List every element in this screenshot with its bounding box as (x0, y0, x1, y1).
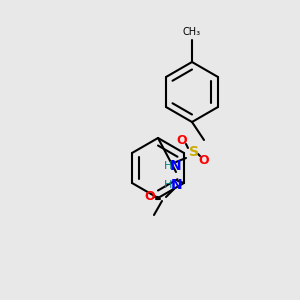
Text: N: N (170, 159, 182, 173)
Text: O: O (145, 190, 155, 203)
Text: O: O (199, 154, 209, 166)
Text: CH₃: CH₃ (183, 27, 201, 37)
Text: S: S (189, 145, 199, 159)
Text: H: H (164, 180, 172, 190)
Text: N: N (171, 178, 183, 192)
Text: H: H (164, 161, 172, 171)
Text: O: O (177, 134, 187, 146)
